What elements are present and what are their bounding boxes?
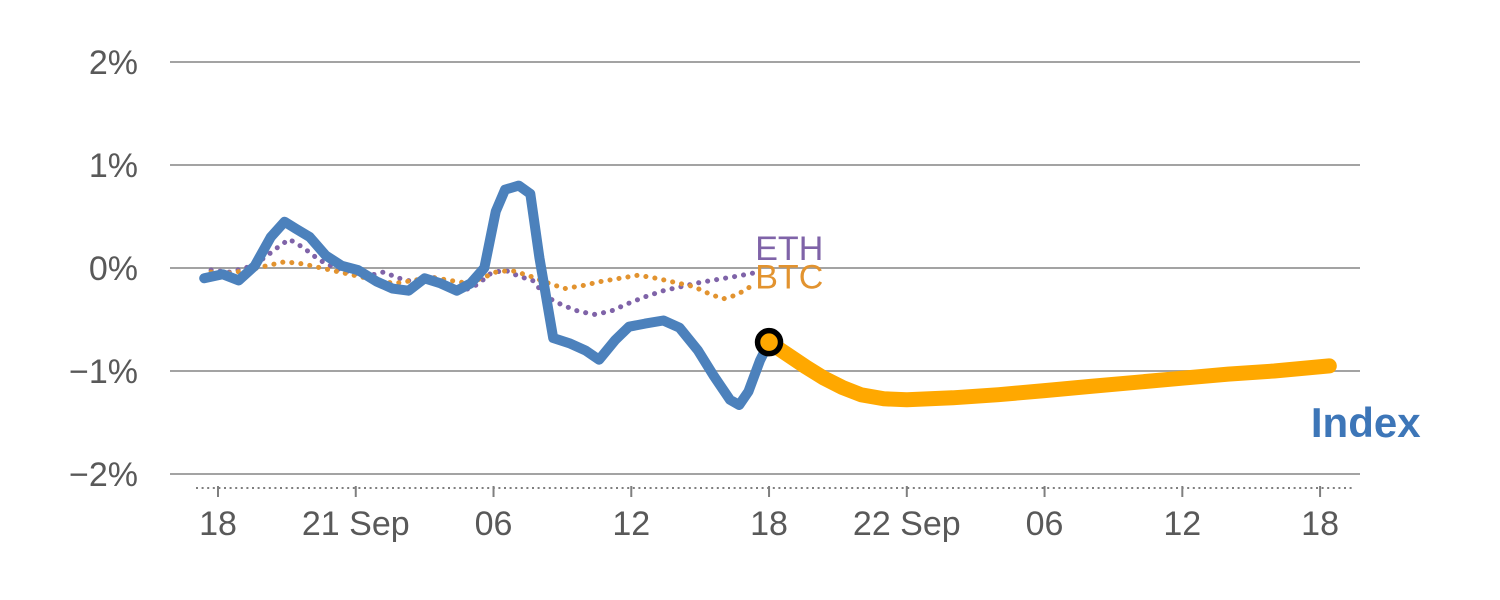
x-axis-label: 18 [750, 505, 788, 543]
series-eth-line [208, 236, 756, 317]
x-axis-label: 12 [1163, 505, 1201, 543]
forecast-start-marker [754, 327, 784, 357]
series-index-line [199, 180, 774, 410]
x-axis-label: 18 [199, 505, 237, 543]
series-btc-line [208, 259, 754, 302]
y-axis-label: 2% [89, 44, 138, 82]
y-axis-label: −1% [69, 353, 138, 391]
x-axis-label: 06 [1026, 505, 1064, 543]
series-label-eth: ETH [755, 230, 823, 268]
x-axis-label: 18 [1301, 505, 1339, 543]
x-axis-label: 06 [475, 505, 513, 543]
y-axis-label: −2% [69, 456, 138, 494]
series-index-forecast-line [761, 334, 1337, 408]
x-axis-label: 12 [612, 505, 650, 543]
y-axis-label: 1% [89, 147, 138, 185]
x-axis-label: 21 Sep [302, 505, 410, 543]
series-label-index: Index [1311, 399, 1421, 446]
x-axis-label: 22 Sep [853, 505, 961, 543]
series-label-btc: BTC [755, 259, 823, 297]
y-axis-label: 0% [89, 250, 138, 288]
